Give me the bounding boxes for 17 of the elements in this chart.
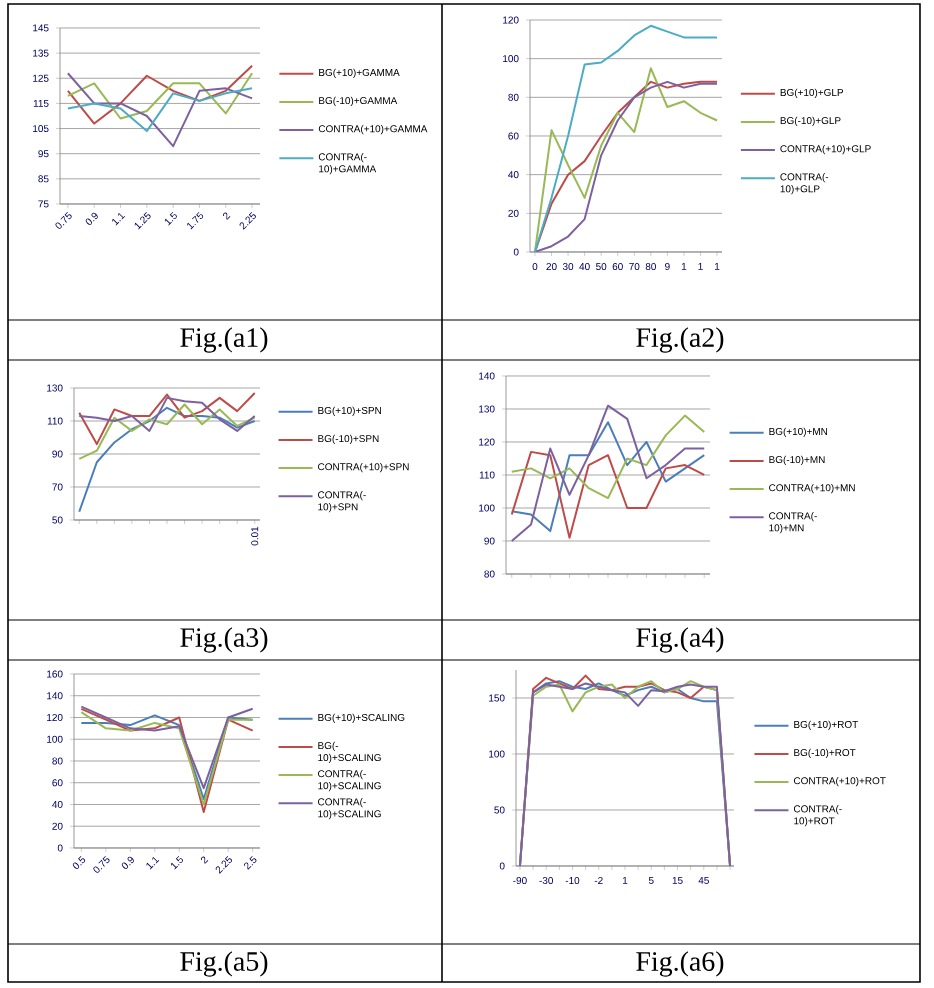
text: Fig.(a3) bbox=[180, 627, 268, 653]
line-series bbox=[78, 396, 256, 432]
line-series bbox=[510, 414, 706, 500]
text: Fig.(a1) bbox=[180, 327, 268, 353]
line-series bbox=[510, 404, 706, 542]
line-series bbox=[510, 450, 706, 539]
line-series bbox=[78, 391, 256, 446]
line-series bbox=[510, 421, 706, 533]
line-series bbox=[66, 72, 254, 148]
line-series bbox=[78, 406, 256, 513]
line-series bbox=[80, 705, 254, 790]
text: Fig.(a2) bbox=[636, 327, 724, 353]
line-series bbox=[66, 87, 254, 133]
text: Fig.(a4) bbox=[636, 627, 724, 653]
line-series bbox=[78, 403, 256, 460]
text: Fig.(a5) bbox=[180, 951, 268, 977]
text: Fig.(a6) bbox=[636, 951, 724, 977]
